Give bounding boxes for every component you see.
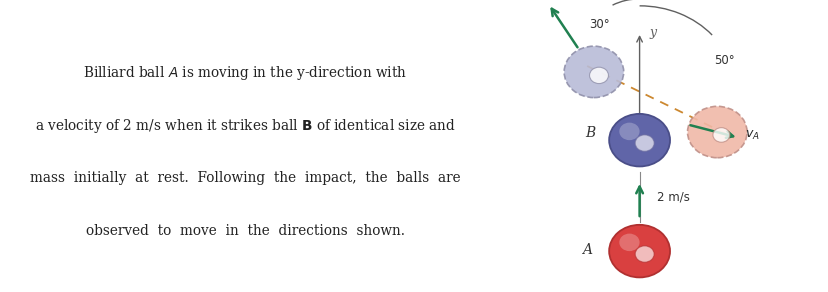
Circle shape	[686, 106, 746, 158]
Text: A: A	[581, 243, 591, 257]
Circle shape	[634, 246, 653, 262]
Circle shape	[609, 114, 669, 166]
Text: B: B	[585, 126, 595, 140]
Text: Billiard ball $\mathit{A}$ is moving in the y-direction with: Billiard ball $\mathit{A}$ is moving in …	[84, 64, 407, 82]
Circle shape	[634, 135, 653, 151]
Circle shape	[564, 46, 623, 98]
Text: a velocity of 2 m/s when it strikes ball $\mathbf{B}$ of identical size and: a velocity of 2 m/s when it strikes ball…	[35, 117, 455, 135]
Text: $v_B$: $v_B$	[518, 0, 532, 2]
Text: mass  initially  at  rest.  Following  the  impact,  the  balls  are: mass initially at rest. Following the im…	[30, 171, 460, 185]
Text: observed  to  move  in  the  directions  shown.: observed to move in the directions shown…	[86, 224, 404, 238]
Circle shape	[589, 67, 608, 84]
Circle shape	[712, 128, 729, 142]
Circle shape	[609, 225, 669, 277]
Circle shape	[619, 123, 639, 140]
Text: 50°: 50°	[713, 54, 734, 67]
Circle shape	[619, 234, 639, 251]
Text: 30°: 30°	[588, 18, 609, 31]
Text: y: y	[649, 26, 656, 39]
Text: $v_A$: $v_A$	[744, 129, 759, 142]
Text: 2 m/s: 2 m/s	[656, 191, 689, 204]
